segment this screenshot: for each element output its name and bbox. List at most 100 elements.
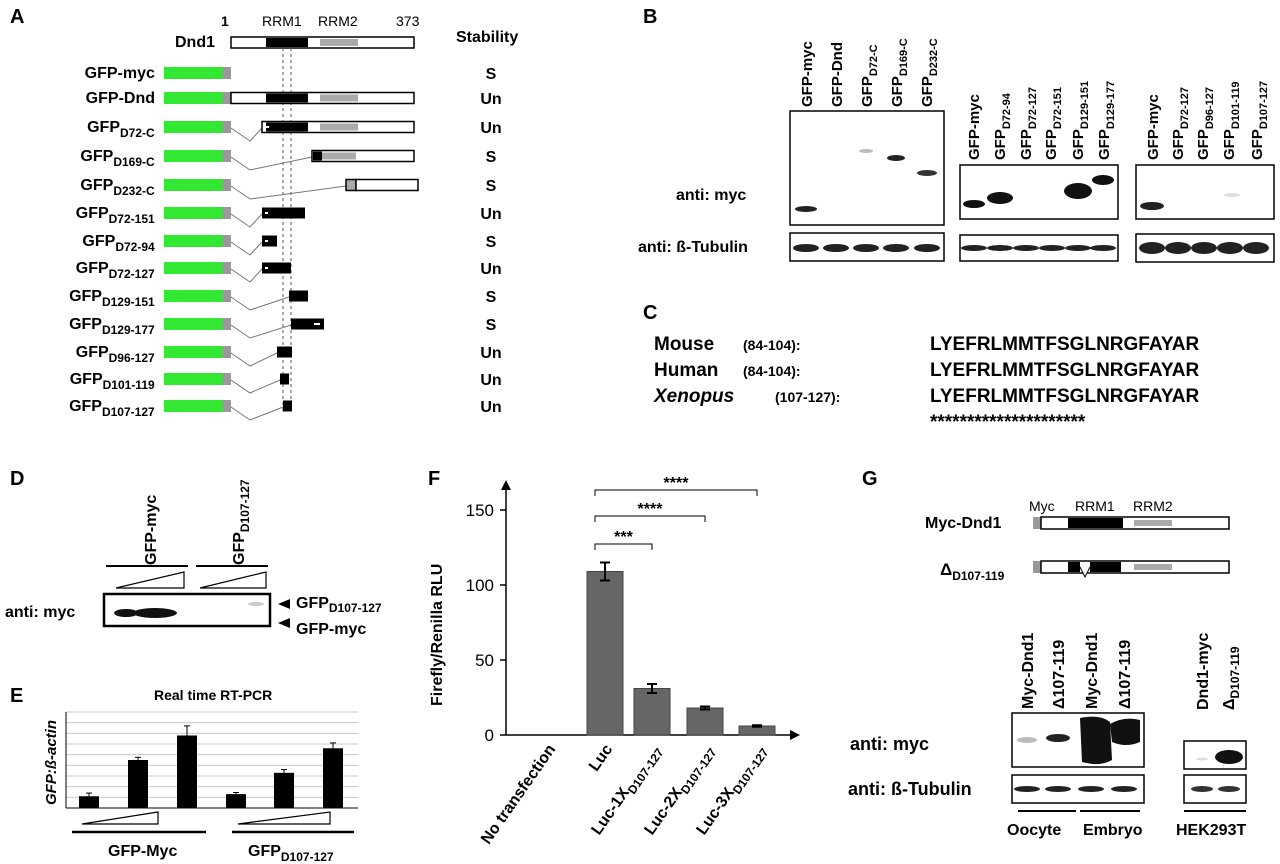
panel-label-c: C: [643, 302, 657, 324]
g-hek-lane2: ΔD107-119: [1221, 646, 1242, 710]
rrm2-label: RRM2: [318, 13, 358, 29]
stability-value: S: [486, 317, 497, 334]
panel-label-f: F: [428, 468, 440, 490]
construct-label: GFP-myc: [85, 65, 155, 82]
lane-label: GFPD96-127: [1195, 87, 1216, 160]
gfp-block: [164, 121, 223, 133]
stability-value: Un: [480, 345, 501, 362]
myc-tag: [223, 150, 231, 162]
band: [1191, 786, 1213, 792]
band: [1065, 245, 1091, 251]
deletion-connector: [230, 185, 347, 200]
band: [887, 155, 905, 161]
myc-tag: [223, 290, 231, 302]
dnd1-segment: [291, 318, 324, 330]
stability-value: Un: [480, 120, 501, 137]
g-rrm1-label: RRM1: [1075, 498, 1115, 514]
band: [1111, 786, 1137, 792]
lane-label: Myc-Dnd1: [1084, 632, 1101, 709]
lane-label: GFPD129-177: [1096, 81, 1117, 160]
gfp-block: [164, 400, 223, 412]
panel-b: B GFP-myc GFP-Dnd GFPD72-C GFPD169-C GFPD232…: [638, 6, 1275, 263]
e-dose-wedge: [81, 811, 159, 825]
band: [963, 200, 985, 208]
construct-label: GFPD72-94: [82, 233, 155, 254]
e-group2-label: GFPD107-127: [248, 843, 334, 864]
panel-a: A 1 RRM1 RRM2 373 Stability Dnd1 GFP-myc…: [10, 6, 518, 421]
lane-label: Myc-Dnd1: [1020, 632, 1037, 709]
lane-label: GFPD72-127: [1170, 87, 1191, 160]
myc-tag: [223, 400, 231, 412]
g-embryo-label: Embryo: [1083, 822, 1143, 839]
band: [917, 170, 937, 176]
rrm1-segment: [313, 151, 322, 161]
dnd1-end: 373: [396, 13, 420, 29]
dnd1-segment: [311, 149, 415, 163]
myc-tag: [223, 92, 231, 104]
construct-label: GFPD129-151: [69, 288, 155, 309]
band: [853, 244, 879, 252]
panel-e: E Real time RT-PCR GFP:ß-actin GFP-Myc G…: [10, 685, 358, 864]
band: [823, 244, 849, 252]
range-human: (84-104):: [743, 363, 801, 379]
construct-label: GFPD107-127: [69, 398, 155, 419]
band: [1046, 734, 1070, 742]
y-tick-label: 100: [466, 576, 494, 595]
range-mouse: (84-104):: [743, 337, 801, 353]
bar: [226, 794, 246, 808]
b-anti-myc-label: anti: myc: [676, 187, 746, 204]
blot1-lane-labels: GFP-myc GFP-Dnd GFPD72-C GFPD169-C GFPD232-C: [799, 38, 940, 107]
d-band-upper-label: GFPD107-127: [296, 595, 382, 615]
band: [987, 245, 1013, 251]
myc-tag: [223, 121, 231, 133]
band: [248, 602, 264, 606]
band: [1217, 242, 1243, 254]
significance-label: ****: [638, 501, 664, 518]
band: [1191, 242, 1217, 254]
band: [1139, 242, 1165, 254]
gfp-block: [164, 290, 223, 302]
bar: [274, 772, 294, 808]
tubulin-bands: [793, 244, 940, 252]
lane-label: GFPD72-127: [1018, 87, 1039, 160]
dnd1-label: Dnd1: [175, 34, 215, 51]
species-xenopus: Xenopus: [653, 386, 734, 407]
gfp-block: [164, 262, 223, 274]
dnd1-segment: [355, 178, 419, 192]
bar: [586, 571, 624, 736]
rrm1-segment: [266, 93, 308, 103]
g-rrm2-label: RRM2: [1133, 498, 1173, 514]
panel-label-d: D: [10, 468, 24, 490]
dnd1-segment: [283, 400, 292, 412]
d-dose-wedge: [115, 571, 185, 589]
lane-label: GFPD169-C: [889, 38, 910, 107]
lane-label: GFPD72-151: [1043, 87, 1064, 160]
rrm2-segment: [322, 152, 356, 160]
e-chart-title: Real time RT-PCR: [154, 687, 272, 703]
construct-label: GFPD72-127: [76, 260, 155, 281]
panel-c: C Mouse (84-104): LYEFRLMMTFSGLNRGFAYAR …: [643, 302, 1199, 433]
deletion-connector: [230, 324, 292, 339]
band: [133, 608, 177, 618]
construct-label: GFPD96-127: [76, 344, 155, 365]
stability-value: Un: [480, 399, 501, 416]
e-dose-wedge: [237, 811, 331, 825]
dnd1-segment: [289, 290, 308, 302]
gfp-block: [164, 373, 223, 385]
y-tick-label: 150: [466, 501, 494, 520]
species-human: Human: [654, 360, 718, 381]
x-tick-label: Luc: [586, 741, 616, 774]
deletion-connector: [230, 379, 281, 394]
sequence-xenopus: LYEFRLMMTFSGLNRGFAYAR: [930, 386, 1199, 407]
g-construct1-map: [1033, 516, 1230, 530]
rrm1-label: RRM1: [262, 13, 302, 29]
bar: [128, 760, 148, 808]
rrm1-segment: [266, 122, 308, 132]
lane-label: GFPD72-94: [992, 92, 1013, 160]
bar: [79, 796, 99, 808]
lane-label: GFPD72-C: [859, 44, 880, 107]
lane-label: Δ107-119: [1117, 640, 1134, 709]
d-dose-wedge: [199, 571, 267, 589]
bar: [686, 707, 724, 736]
